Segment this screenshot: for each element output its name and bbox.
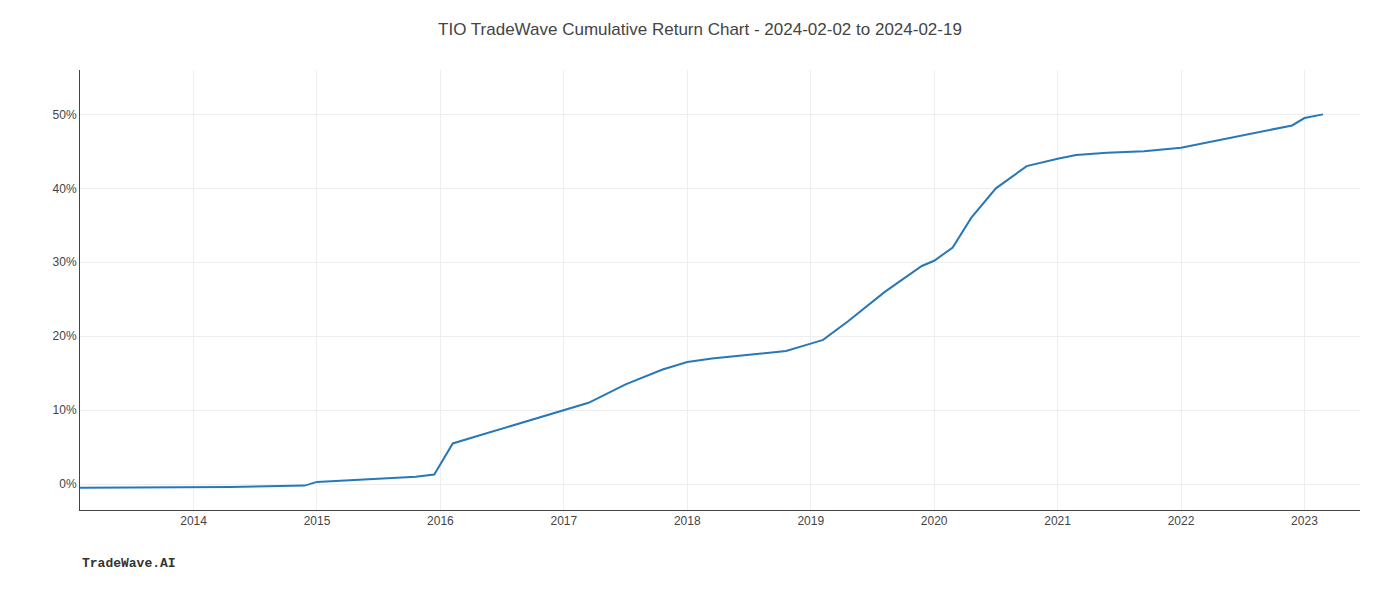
svg-text:2015: 2015 xyxy=(304,514,331,528)
svg-text:2016: 2016 xyxy=(427,514,454,528)
svg-text:10%: 10% xyxy=(53,403,77,417)
svg-text:2014: 2014 xyxy=(180,514,207,528)
svg-text:TIO TradeWave Cumulative Retur: TIO TradeWave Cumulative Return Chart - … xyxy=(438,20,962,39)
svg-text:40%: 40% xyxy=(53,182,77,196)
svg-text:TradeWave.AI: TradeWave.AI xyxy=(82,556,176,571)
svg-text:20%: 20% xyxy=(53,329,77,343)
svg-text:2021: 2021 xyxy=(1044,514,1071,528)
svg-text:2019: 2019 xyxy=(797,514,824,528)
svg-text:2017: 2017 xyxy=(551,514,578,528)
svg-text:2022: 2022 xyxy=(1168,514,1195,528)
svg-text:2020: 2020 xyxy=(921,514,948,528)
svg-text:30%: 30% xyxy=(53,255,77,269)
svg-text:50%: 50% xyxy=(53,108,77,122)
svg-text:2023: 2023 xyxy=(1291,514,1318,528)
svg-text:2018: 2018 xyxy=(674,514,701,528)
svg-text:0%: 0% xyxy=(59,477,77,491)
